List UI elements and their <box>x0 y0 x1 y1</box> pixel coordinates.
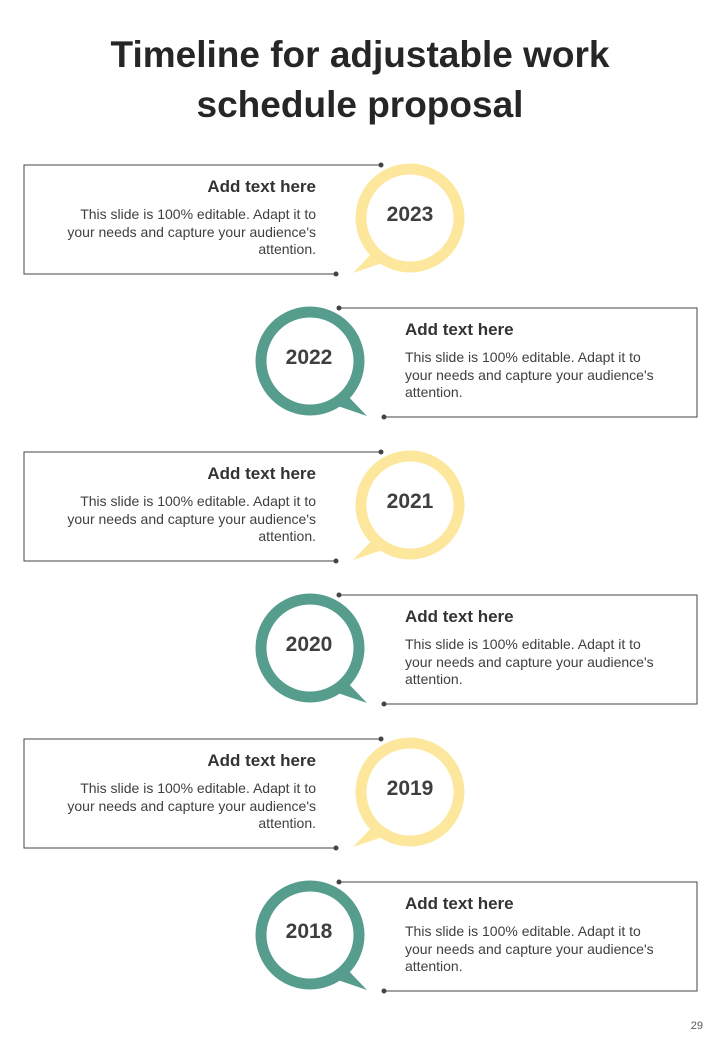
year-label: 2019 <box>386 777 434 800</box>
entry-frame <box>255 879 698 994</box>
timeline-entry-2022: 2022 Add text here This slide is 100% ed… <box>0 304 720 420</box>
year-label: 2023 <box>386 203 434 226</box>
entry-heading: Add text here <box>207 464 316 483</box>
entry-heading: Add text here <box>207 177 316 196</box>
entry-body: This slide is 100% editable. Adapt it to… <box>405 636 654 687</box>
speech-bubble-teal <box>255 306 367 416</box>
entry-heading: Add text here <box>405 320 514 339</box>
speech-bubble-teal <box>255 593 367 703</box>
timeline-entry-2018: 2018 Add text here This slide is 100% ed… <box>0 878 720 994</box>
speech-bubble-yellow <box>353 450 465 560</box>
entry-frame <box>255 592 698 707</box>
timeline-entry-2021: 2021 Add text here This slide is 100% ed… <box>0 448 720 564</box>
entry-body: This slide is 100% editable. Adapt it to… <box>67 206 316 257</box>
speech-bubble-yellow <box>353 163 465 273</box>
year-label: 2018 <box>285 920 333 943</box>
entry-body: This slide is 100% editable. Adapt it to… <box>405 349 654 400</box>
timeline-entry-2023: 2023 Add text here This slide is 100% ed… <box>0 161 720 277</box>
page-title-line-1: Timeline for adjustable work <box>110 34 610 75</box>
entry-body: This slide is 100% editable. Adapt it to… <box>67 780 316 831</box>
year-label: 2022 <box>285 346 333 369</box>
year-label: 2021 <box>386 490 434 513</box>
speech-bubble-teal <box>255 880 367 990</box>
entry-frame <box>23 736 465 851</box>
entry-heading: Add text here <box>405 894 514 913</box>
timeline-entry-2019: 2019 Add text here This slide is 100% ed… <box>0 735 720 851</box>
entry-heading: Add text here <box>207 751 316 770</box>
speech-bubble-yellow <box>353 737 465 847</box>
page-title: Timeline for adjustable work schedule pr… <box>0 30 720 130</box>
entry-body: This slide is 100% editable. Adapt it to… <box>67 493 316 544</box>
page-number: 29 <box>690 1020 703 1032</box>
entry-body: This slide is 100% editable. Adapt it to… <box>405 923 654 974</box>
year-label: 2020 <box>285 633 333 656</box>
entry-frame <box>255 305 698 420</box>
page-title-line-2: schedule proposal <box>196 84 524 125</box>
entry-heading: Add text here <box>405 607 514 626</box>
entry-frame <box>23 449 465 564</box>
timeline-entry-2020: 2020 Add text here This slide is 100% ed… <box>0 591 720 707</box>
entry-frame <box>23 162 465 277</box>
